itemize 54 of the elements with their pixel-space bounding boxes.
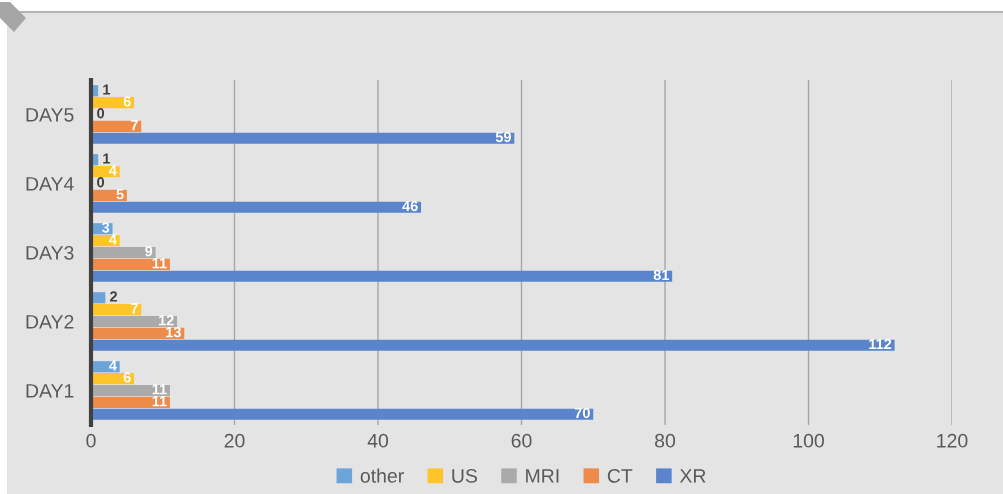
- data-label: 4: [109, 234, 117, 245]
- x-tick-label: 40: [367, 433, 389, 448]
- data-label: 4: [109, 165, 117, 176]
- data-label: 7: [130, 120, 138, 131]
- bar: [91, 396, 170, 408]
- data-label: 3: [101, 222, 110, 233]
- data-label: 11: [152, 396, 167, 407]
- data-label: 112: [869, 338, 892, 350]
- data-label: 11: [152, 384, 167, 395]
- data-label: 70: [574, 407, 590, 419]
- data-label: 6: [123, 96, 131, 107]
- bar: [91, 258, 170, 270]
- bar: [91, 384, 170, 397]
- x-tick-label: 60: [511, 433, 532, 448]
- bar: [91, 201, 422, 213]
- y-tick-label: DAY3: [26, 245, 74, 260]
- y-tick-label: DAY1: [26, 384, 74, 398]
- data-label: 1: [103, 153, 111, 164]
- data-label: 2: [110, 291, 118, 302]
- x-tick-label: 120: [937, 433, 968, 448]
- legend-label: MRI: [526, 469, 559, 483]
- data-label: 81: [653, 269, 669, 281]
- bar: [91, 246, 156, 259]
- bar: [91, 304, 142, 316]
- bar: [91, 270, 673, 282]
- legend-label: US: [452, 468, 477, 483]
- data-label: 12: [159, 315, 174, 326]
- y-tick-label: DAY2: [26, 314, 74, 329]
- data-label: 0: [97, 177, 105, 188]
- x-tick-label: 0: [86, 433, 96, 448]
- data-label: 9: [145, 246, 153, 257]
- legend-label: CT: [607, 468, 633, 483]
- x-tick-label: 20: [224, 433, 245, 448]
- bar: [91, 339, 895, 351]
- legend-label: other: [360, 468, 404, 483]
- x-tick-label: 80: [655, 433, 676, 448]
- bar: [91, 327, 185, 339]
- data-label: 11: [152, 258, 167, 269]
- y-tick-label: DAY5: [26, 108, 74, 122]
- data-label: 13: [166, 326, 181, 338]
- bar: [91, 120, 142, 132]
- data-label: 5: [116, 189, 124, 200]
- legend-label: XR: [679, 469, 706, 483]
- x-tick-label: 100: [793, 433, 824, 448]
- data-label: 59: [495, 131, 512, 143]
- data-label: 4: [109, 360, 117, 371]
- data-label: 46: [402, 200, 418, 212]
- data-label: 6: [123, 372, 131, 383]
- bar: [91, 132, 515, 144]
- data-label: 7: [130, 303, 138, 314]
- data-label: 1: [103, 84, 111, 95]
- data-label: 0: [97, 108, 105, 119]
- bar: [91, 408, 594, 420]
- y-tick-label: DAY4: [26, 177, 74, 191]
